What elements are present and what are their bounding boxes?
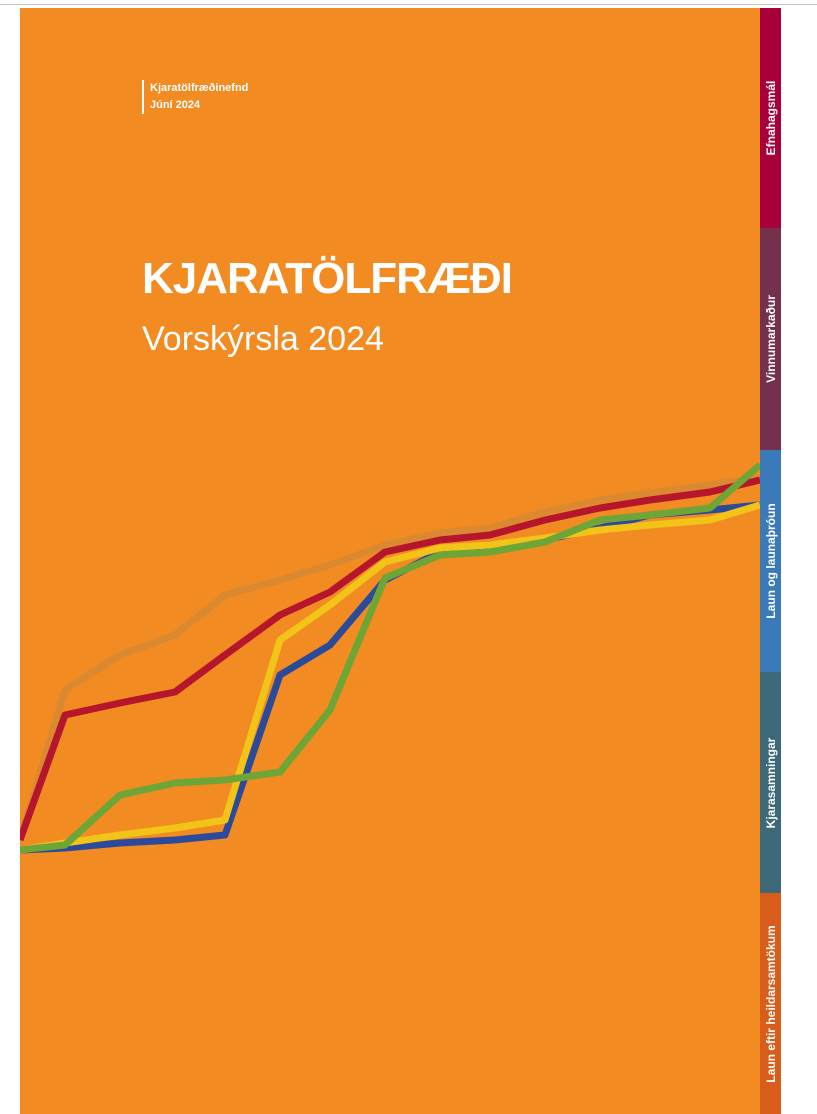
line-red	[20, 476, 760, 842]
tab[interactable]: Vinnumarkaður	[760, 228, 781, 450]
tab[interactable]: Efnahagsmál	[760, 8, 781, 228]
tab-label: Laun eftir heildarsamtökum	[763, 924, 778, 1083]
header: Kjaratölfræðinefnd Júní 2024	[142, 80, 248, 114]
subtitle: Vorskýrsla 2024	[142, 320, 384, 358]
cover: Kjaratölfræðinefnd Júní 2024 KJARATÖLFRÆ…	[20, 8, 760, 1114]
tab-label: Efnahagsmál	[763, 80, 778, 156]
decorative-lines	[20, 462, 760, 854]
tab[interactable]: Laun eftir heildarsamtökum	[760, 893, 781, 1114]
top-rule	[0, 4, 817, 5]
tab-label: Laun og launaþróun	[763, 503, 778, 619]
tab-label: Vinnumarkaður	[763, 295, 778, 383]
tab-label: Kjarasamningar	[763, 737, 778, 828]
tab[interactable]: Laun og launaþróun	[760, 450, 781, 672]
tab[interactable]: Kjarasamningar	[760, 672, 781, 893]
line-brown	[20, 474, 760, 842]
line-blue	[20, 501, 760, 854]
line-green	[20, 462, 760, 854]
organization: Kjaratölfræðinefnd	[150, 82, 249, 94]
line-yellow	[20, 501, 760, 854]
date: Júní 2024	[150, 99, 201, 111]
title: KJARATÖLFRÆÐI	[142, 254, 513, 303]
